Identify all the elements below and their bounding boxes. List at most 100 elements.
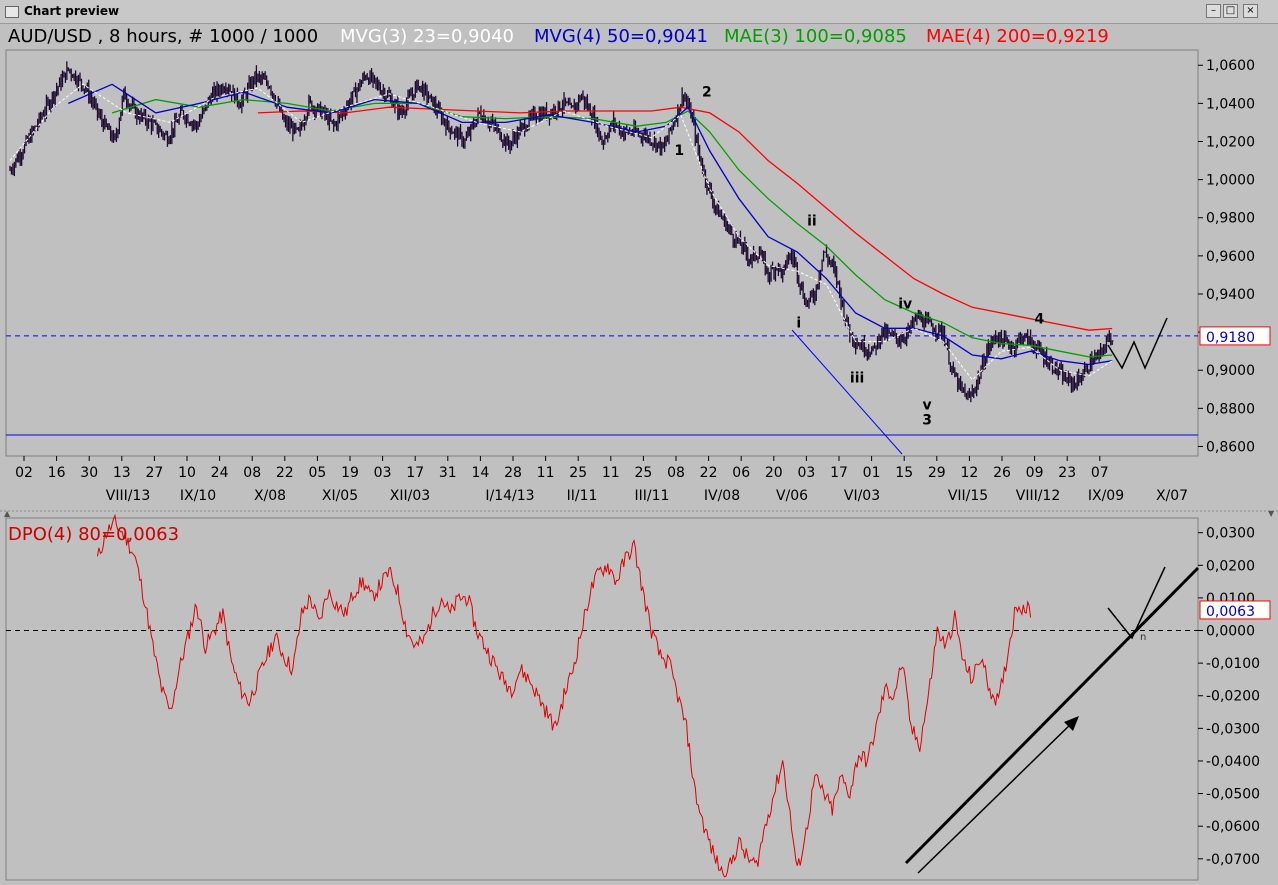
- dpo-lines: 0,0063: [6, 513, 1271, 878]
- price-x-axis: 02 16 30 13 27 10 24 08 22 05 19 03 17 31 14 28 11 25 11 25…: [15, 456, 1188, 504]
- wave-label: v: [923, 397, 932, 413]
- x-tick-label: 09: [1026, 465, 1044, 481]
- price-last-value-box: [1199, 326, 1271, 346]
- price-panel: 1,0600 1,0400 1,0200 1,0000 0,9800 0,9600 0,94…: [5, 26, 1271, 504]
- projected-wave-path: [1107, 317, 1168, 370]
- x-tick-label: 20: [765, 465, 783, 481]
- splitter-up-icon[interactable]: ▲: [4, 509, 11, 518]
- x-month-label: XII/03: [390, 488, 430, 504]
- indicator-label: MAE(4) 200=0,9219: [926, 26, 1109, 47]
- x-tick-label: 16: [48, 465, 66, 481]
- x-month-label: VIII/13: [106, 488, 151, 504]
- x-tick-label: 22: [700, 465, 718, 481]
- y-tick-label: 0,9000: [1206, 363, 1255, 379]
- x-tick-label: 05: [308, 465, 326, 481]
- x-tick-label: 13: [113, 465, 131, 481]
- splitter-down-icon[interactable]: ▼: [1268, 509, 1275, 518]
- price-last-value-label: 0,9180: [1206, 330, 1255, 346]
- maximize-button[interactable]: □: [1223, 4, 1238, 18]
- x-month-label: IX/10: [180, 488, 216, 504]
- dpo-y-tick-label: -0,0200: [1206, 689, 1260, 705]
- dpo-panel: 0,03000,02000,01000,0000-0,0100-0,0200-0…: [5, 513, 1271, 881]
- x-tick-label: 06: [732, 465, 750, 481]
- dpo-y-tick-label: -0,0400: [1206, 754, 1260, 770]
- x-tick-label: 31: [439, 465, 457, 481]
- x-tick-label: 25: [569, 465, 587, 481]
- dpo-y-tick-label: -0,0600: [1206, 819, 1260, 835]
- x-tick-label: 28: [504, 465, 522, 481]
- x-tick-label: 25: [634, 465, 652, 481]
- indicator-label: MVG(4) 50=0,9041: [534, 26, 708, 47]
- dpo-last-value-box: [1199, 600, 1271, 620]
- wave-label: ii: [807, 213, 817, 229]
- wave-label: iii: [850, 371, 864, 387]
- x-tick-label: 01: [863, 465, 881, 481]
- close-button[interactable]: ×: [1243, 4, 1258, 18]
- y-tick-label: 0,8800: [1206, 401, 1255, 417]
- window-titlebar: Chart preview – □ ×: [0, 0, 1278, 24]
- x-month-label: X/07: [1156, 488, 1188, 504]
- y-tick-label: 0,9800: [1206, 211, 1255, 227]
- x-month-label: III/11: [635, 488, 670, 504]
- x-tick-label: 24: [211, 465, 229, 481]
- y-tick-label: 0,9400: [1206, 287, 1255, 303]
- wave-label: 1: [674, 143, 684, 159]
- y-tick-label: 1,0200: [1206, 134, 1255, 150]
- window-title: Chart preview: [24, 4, 120, 18]
- dpo-y-axis: 0,03000,02000,01000,0000-0,0100-0,0200-0…: [1198, 526, 1260, 868]
- dpo-arrow-shaft: [917, 719, 1076, 874]
- indicator-label: MVG(3) 23=0,9040: [340, 26, 514, 47]
- x-tick-label: 03: [374, 465, 392, 481]
- mvg4-line: [68, 83, 1113, 366]
- wave-label: i: [796, 315, 801, 331]
- dpo-plot-frame: [5, 517, 1199, 881]
- x-tick-label: 17: [830, 465, 848, 481]
- x-month-label: V/06: [776, 488, 808, 504]
- dpo-y-tick-label: -0,0100: [1206, 656, 1260, 672]
- x-tick-label: 07: [1091, 465, 1109, 481]
- x-tick-label: 03: [797, 465, 815, 481]
- y-tick-label: 0,9600: [1206, 249, 1255, 265]
- dpo-indicator-label: DPO(4) 80=0,0063: [8, 524, 179, 545]
- x-month-label: XI/05: [322, 488, 358, 504]
- y-tick-label: 1,0000: [1206, 173, 1255, 189]
- minimize-button[interactable]: –: [1206, 4, 1221, 18]
- dpo-projection-path: [1107, 566, 1166, 640]
- x-month-label: VI/03: [844, 488, 880, 504]
- dpo-y-tick-label: 0,0300: [1206, 526, 1255, 542]
- dpo-last-value-label: 0,0063: [1206, 604, 1255, 620]
- x-tick-label: 17: [406, 465, 424, 481]
- price-symbol-label: AUD/USD , 8 hours, # 1000 / 1000: [8, 26, 318, 47]
- x-tick-label: 08: [243, 465, 261, 481]
- x-tick-label: 27: [145, 465, 163, 481]
- wave-label: iv: [898, 296, 912, 312]
- y-tick-label: 1,0600: [1206, 58, 1255, 74]
- dpo-y-tick-label: 0,0200: [1206, 558, 1255, 574]
- x-tick-label: 23: [1058, 465, 1076, 481]
- x-tick-label: 12: [960, 465, 978, 481]
- dpo-y-tick-label: -0,0300: [1206, 721, 1260, 737]
- x-month-label: II/11: [567, 488, 598, 504]
- x-month-label: I/14/13: [485, 488, 534, 504]
- dpo-y-tick-label: -0,0700: [1206, 852, 1260, 868]
- dpo-trend-line: [904, 566, 1200, 865]
- price-bars: [9, 61, 1114, 403]
- dpo-y-tick-label: -0,0500: [1206, 787, 1260, 803]
- x-month-label: X/08: [254, 488, 286, 504]
- chart-canvas: 1,0600 1,0400 1,0200 1,0000 0,9800 0,9600 0,94…: [0, 24, 1278, 885]
- x-month-label: IV/08: [704, 488, 740, 504]
- x-tick-label: 10: [178, 465, 196, 481]
- y-tick-label: 0,8600: [1206, 439, 1255, 455]
- x-month-label: VII/15: [948, 488, 988, 504]
- x-month-label: IX/09: [1088, 488, 1124, 504]
- x-tick-label: 29: [928, 465, 946, 481]
- mae3-line: [111, 98, 1113, 358]
- app-icon: [5, 6, 19, 18]
- x-tick-label: 19: [341, 465, 359, 481]
- y-tick-label: 1,0400: [1206, 96, 1255, 112]
- dpo-annotations: n: [904, 566, 1200, 874]
- x-tick-label: 30: [80, 465, 98, 481]
- indicator-legend: MVG(3) 23=0,9040 MVG(4) 50=0,9041 MAE(3) 1…: [340, 26, 1109, 47]
- dpo-small-glyph: n: [1140, 632, 1146, 643]
